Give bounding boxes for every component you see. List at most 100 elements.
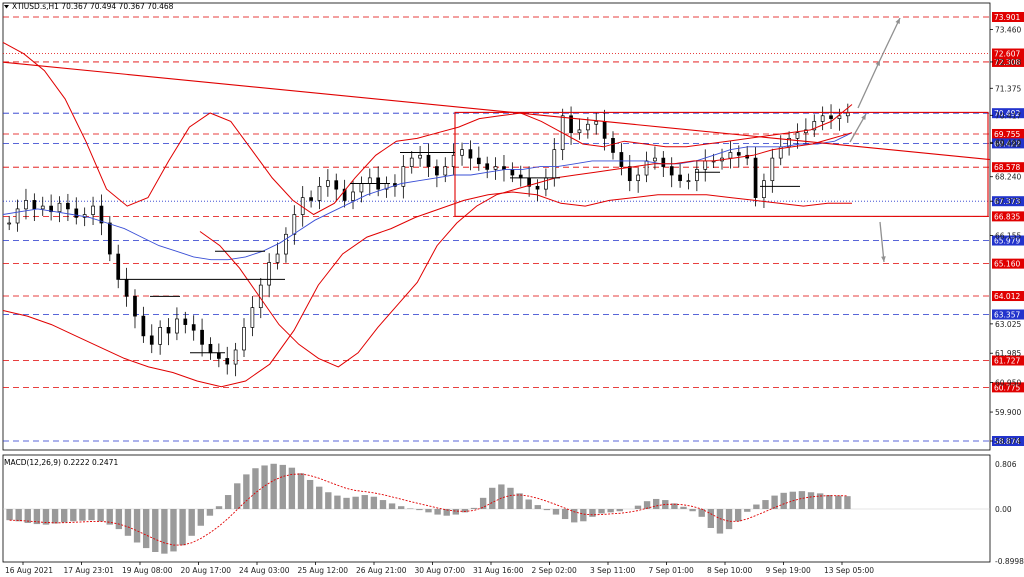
macd-tick-label: -0.8998 <box>995 557 1024 566</box>
macd-histogram-bar <box>689 509 696 512</box>
candle-body <box>326 180 330 187</box>
macd-histogram-bar <box>325 492 332 509</box>
bollinger-lower-band <box>2 191 852 388</box>
macd-histogram-bar <box>224 495 232 509</box>
candle-body <box>149 335 154 345</box>
level-label: 67.373 <box>994 197 1020 206</box>
level-label: 68.578 <box>994 163 1020 172</box>
macd-histogram-bar <box>188 509 195 536</box>
chart-menu-arrow-icon[interactable] <box>4 5 9 9</box>
macd-histogram-bar <box>33 509 41 525</box>
macd-histogram-bar <box>525 499 532 509</box>
candle-body <box>837 115 842 119</box>
macd-histogram-bar <box>252 468 259 509</box>
macd-histogram-bar <box>343 497 350 509</box>
price-tick-label: 67.373 <box>995 197 1021 206</box>
time-tick-label: 8 Sep 10:00 <box>707 566 753 575</box>
level-label: 69.755 <box>994 130 1020 139</box>
candle-body <box>845 112 850 117</box>
candle-body <box>242 327 246 351</box>
candle-body <box>309 197 313 201</box>
macd-histogram-bar <box>552 509 560 515</box>
bollinger-upper-band <box>2 41 853 216</box>
level-label: 65.160 <box>994 260 1020 269</box>
macd-histogram-bar <box>24 509 31 523</box>
time-tick-label: 25 Aug 12:00 <box>298 566 349 575</box>
macd-histogram-bar <box>397 506 405 509</box>
candle-body <box>267 262 272 286</box>
level-label: 60.775 <box>994 383 1020 392</box>
macd-histogram-bar <box>70 509 77 522</box>
candle-body <box>686 180 691 183</box>
candle-body <box>770 157 775 182</box>
candle-body <box>669 166 674 176</box>
candle-body <box>57 202 62 213</box>
candle-body <box>443 166 448 176</box>
range-box[interactable] <box>454 111 989 217</box>
candle-body <box>460 149 464 156</box>
candle-body <box>200 329 204 345</box>
macd-histogram-bar <box>798 491 806 509</box>
candle-body <box>653 157 657 162</box>
time-tick-label: 13 Sep 05:00 <box>824 566 874 575</box>
candle-body <box>116 253 121 280</box>
macd-histogram-bar <box>142 509 150 549</box>
candle-body <box>175 318 179 334</box>
level-label: 72.308 <box>994 58 1020 67</box>
macd-histogram-bar <box>844 496 851 509</box>
macd-histogram-bar <box>407 508 414 509</box>
macd-histogram-bar <box>42 509 50 525</box>
candle-body <box>342 188 347 201</box>
macd-histogram-bar <box>771 495 778 509</box>
level-label-box <box>992 355 1024 366</box>
level-label: 72.607 <box>994 50 1020 59</box>
level-label-box <box>992 56 1024 67</box>
projection-arrow-head <box>895 18 900 24</box>
candle-body <box>619 152 624 167</box>
level-label-box <box>992 48 1024 59</box>
macd-histogram-bar <box>334 495 341 509</box>
candle-body <box>225 358 230 365</box>
candle-body <box>812 121 817 131</box>
descending-trend-line[interactable] <box>2 61 991 161</box>
candle-body <box>7 222 12 225</box>
macd-histogram-bar <box>561 509 569 520</box>
candle-body <box>753 157 758 198</box>
candle-body <box>367 177 372 184</box>
level-label-box <box>992 258 1024 269</box>
level-label: 64.012 <box>994 292 1020 301</box>
macd-histogram-bar <box>680 506 687 509</box>
macd-histogram-bar <box>516 493 523 509</box>
macd-histogram-bar <box>835 495 842 509</box>
macd-histogram-bar <box>643 501 651 509</box>
macd-histogram-bar <box>197 509 204 526</box>
macd-tick-label: 0.00 <box>995 505 1012 514</box>
macd-histogram-bar <box>388 503 396 509</box>
macd-histogram-bar <box>489 487 496 509</box>
candle-body <box>107 222 112 255</box>
candle-body <box>74 208 79 218</box>
candle-body <box>502 166 506 170</box>
candle-body <box>485 163 490 170</box>
macd-histogram-bar <box>762 500 769 509</box>
candle-body <box>552 149 557 179</box>
candle-body <box>158 327 162 345</box>
candle-body <box>401 166 406 187</box>
candle-body <box>166 327 171 334</box>
candle-body <box>435 166 439 176</box>
candle-body <box>703 160 708 170</box>
macd-histogram-bar <box>297 473 305 509</box>
macd-signal-line <box>9 473 848 546</box>
macd-histogram-bar <box>106 509 113 525</box>
candle-body <box>334 180 339 190</box>
candle-body <box>611 138 615 153</box>
macd-histogram-bar <box>15 509 22 522</box>
candle-body <box>66 202 70 210</box>
macd-histogram-bar <box>589 509 596 517</box>
macd-histogram-bar <box>725 509 733 530</box>
macd-histogram-bar <box>279 464 286 509</box>
candle-body <box>49 205 53 213</box>
candle-body <box>829 115 833 119</box>
